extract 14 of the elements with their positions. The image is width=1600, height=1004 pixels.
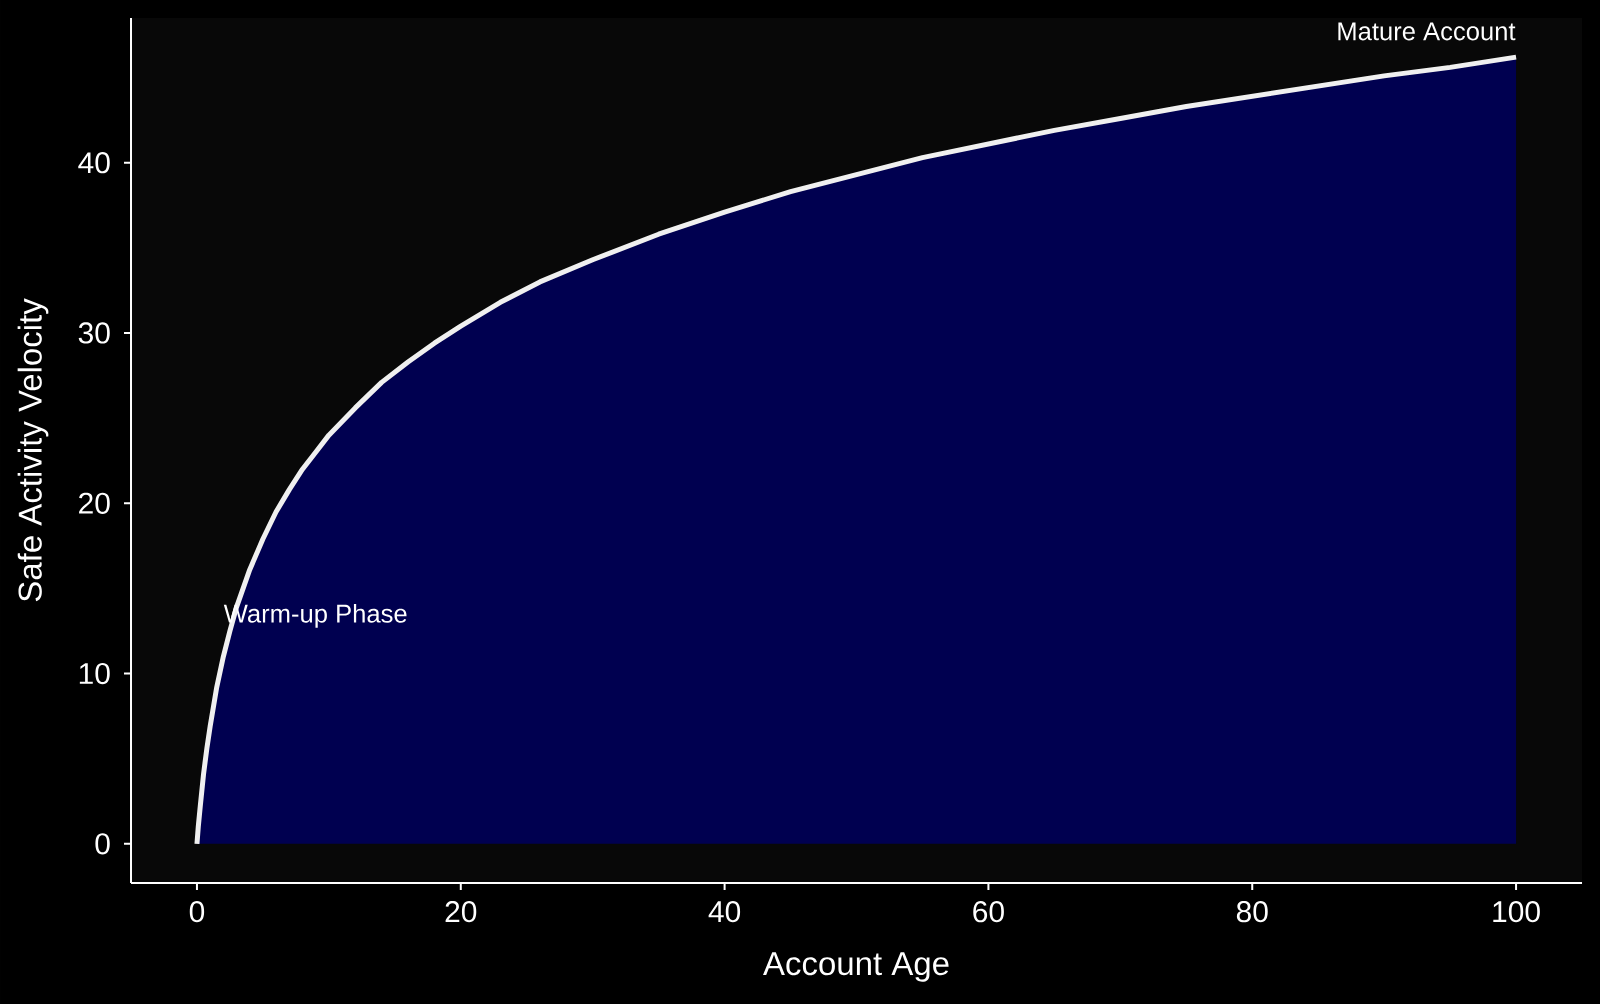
- x-axis-title: Account Age: [763, 952, 949, 982]
- x-tick-label: 40: [708, 901, 741, 923]
- x-tick-label: 20: [445, 901, 477, 923]
- y-tick-label: 30: [78, 322, 110, 344]
- x-tick-label: 100: [1493, 901, 1540, 923]
- x-tick-label: 60: [973, 901, 1004, 923]
- annotation: Mature Account: [1338, 22, 1516, 41]
- y-tick-label: 10: [79, 662, 110, 685]
- y-tick-label: 40: [78, 152, 110, 174]
- x-tick-label: 0: [189, 901, 205, 923]
- x-tick-label: 80: [1236, 901, 1268, 923]
- y-tick-label: 20: [79, 492, 110, 514]
- y-axis-title: Safe Activity Velocity: [17, 298, 49, 602]
- y-tick-label: 0: [95, 833, 110, 855]
